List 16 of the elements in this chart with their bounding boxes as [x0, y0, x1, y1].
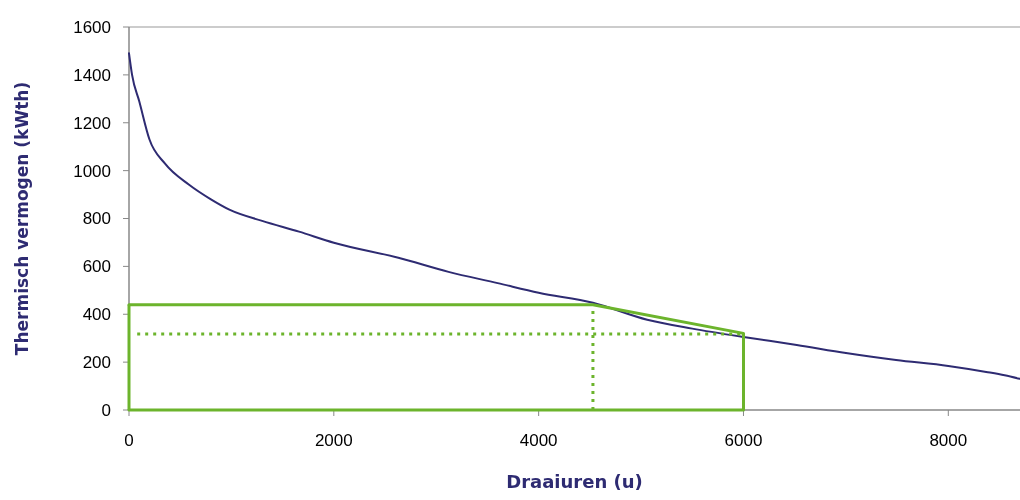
y-tick-label: 1000	[73, 161, 111, 181]
y-axis-title: Thermisch vermogen (kWth)	[12, 81, 32, 356]
y-tick-label: 1200	[73, 113, 111, 133]
y-tick-label: 0	[101, 400, 111, 420]
y-tick-label: 1400	[73, 65, 111, 85]
y-tick-label: 400	[82, 305, 111, 325]
x-axis-title: Draaiuren (u)	[506, 471, 643, 492]
y-tick-label: 200	[82, 353, 111, 373]
x-tick-label: 6000	[724, 431, 763, 450]
y-tick-label: 600	[82, 257, 111, 277]
x-tick-label: 2000	[314, 431, 353, 450]
x-tick-label: 8000	[929, 431, 968, 450]
x-tick-label: 0	[124, 431, 134, 450]
y-tick-label: 1600	[73, 17, 111, 37]
x-tick-label: 4000	[519, 431, 558, 450]
y-tick-label: 800	[82, 209, 111, 229]
